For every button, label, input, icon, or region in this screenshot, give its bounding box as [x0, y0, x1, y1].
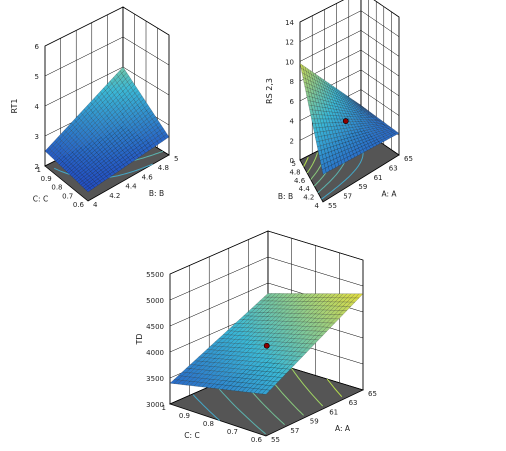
y-tick-label: 4.4 [299, 185, 311, 193]
x-axis-label: B: B [149, 189, 164, 198]
z-tick-label: 10 [285, 58, 294, 66]
x-tick-label: 57 [343, 193, 352, 201]
z-axis-label: RT1 [10, 99, 19, 114]
x-tick-label: 5 [174, 155, 178, 163]
y-tick-label: 0.7 [62, 192, 73, 200]
z-tick-label: 3 [35, 133, 39, 141]
surface-facet [261, 389, 271, 395]
y-axis-label: C: C [184, 431, 199, 440]
y-tick-label: 0.6 [73, 201, 85, 209]
z-tick-label: 14 [285, 19, 294, 27]
design-point [342, 118, 349, 124]
z-tick-label: 4 [35, 103, 40, 111]
z-tick-label: 0 [290, 157, 294, 165]
z-tick-label: 2 [35, 163, 39, 171]
z-tick-label: 5000 [146, 297, 164, 305]
response-surface [44, 66, 170, 193]
z-gridline [299, 0, 400, 23]
x-tick-label: 4.6 [142, 173, 154, 181]
y-tick-label: 0.8 [203, 420, 214, 428]
floor-contour [321, 133, 364, 200]
y-axis-label: B: B [278, 192, 293, 201]
y-tick-label: 0.6 [251, 436, 263, 444]
x-tick-label: 63 [389, 164, 398, 172]
y-tick-label: 4 [315, 202, 320, 210]
z-tick-label: 8 [290, 78, 294, 86]
z-tick-label: 4 [290, 118, 295, 126]
z-tick-label: 6 [290, 98, 295, 106]
y-tick-label: 4.6 [294, 177, 306, 185]
floor-contour [290, 367, 324, 407]
z-axis-label: TD [135, 333, 144, 345]
z-tick-label: 12 [285, 39, 294, 47]
z-tick-label: 5500 [146, 271, 164, 279]
z-axis-label: RS 2,3 [265, 78, 274, 104]
x-axis-label: A: A [335, 424, 351, 433]
floor-contour [326, 378, 343, 398]
y-tick-label: 0.9 [179, 412, 190, 420]
z-tick-label: 3000 [146, 401, 164, 409]
x-tick-label: 4 [93, 201, 98, 209]
x-tick-label: 65 [368, 390, 377, 398]
floor-contour [215, 384, 266, 435]
y-tick-label: 0.8 [51, 184, 62, 192]
z-tick-label: 2 [290, 137, 294, 145]
y-tick-label: 5 [292, 160, 296, 168]
y-axis-label: C: C [33, 195, 48, 204]
floor-contour [306, 152, 318, 174]
x-tick-label: 55 [271, 436, 280, 444]
surface-facet [321, 168, 327, 175]
floor-contour [192, 394, 221, 421]
x-tick-label: 61 [329, 408, 338, 416]
y-tick-label: 1 [162, 404, 166, 412]
x-tick-label: 63 [349, 399, 358, 407]
x-axis-label: A: A [381, 190, 397, 199]
z-tick-label: 4000 [146, 349, 164, 357]
x-tick-label: 65 [404, 155, 413, 163]
y-tick-label: 0.9 [41, 175, 52, 183]
x-tick-label: 59 [358, 183, 367, 191]
x-tick-label: 4.2 [109, 192, 120, 200]
z-tick-label: 5 [35, 73, 39, 81]
x-tick-label: 4.8 [158, 164, 169, 172]
floor-contour [303, 156, 309, 167]
z-tick-label: 6 [35, 43, 40, 51]
y-tick-label: 1 [37, 166, 41, 174]
chart-panel-td: 3000 3500 4000 4500 5000 5500 TD 55 57 59 61 63 65 0.… [135, 230, 377, 444]
z-tick-label: 4500 [146, 323, 164, 331]
x-tick-label: 57 [290, 427, 299, 435]
chart-panel-rt1: 2 3 4 5 6 RT1 4 4.2 4.4 4.6 4.8 5 0.60.70.80.91 B: B C… [10, 6, 178, 209]
x-tick-label: 4.4 [125, 183, 137, 191]
y-tick-label: 0.7 [227, 428, 238, 436]
x-tick-label: 61 [374, 174, 383, 182]
x-tick-label: 59 [310, 418, 319, 426]
response-surface [299, 63, 400, 175]
design-point [263, 342, 270, 349]
x-tick-label: 55 [328, 202, 337, 210]
y-tick-label: 4.2 [303, 194, 314, 202]
surface-facet [86, 187, 92, 193]
z-tick-label: 3500 [146, 375, 164, 383]
y-tick-label: 4.8 [289, 168, 300, 176]
response-surface [169, 293, 364, 395]
